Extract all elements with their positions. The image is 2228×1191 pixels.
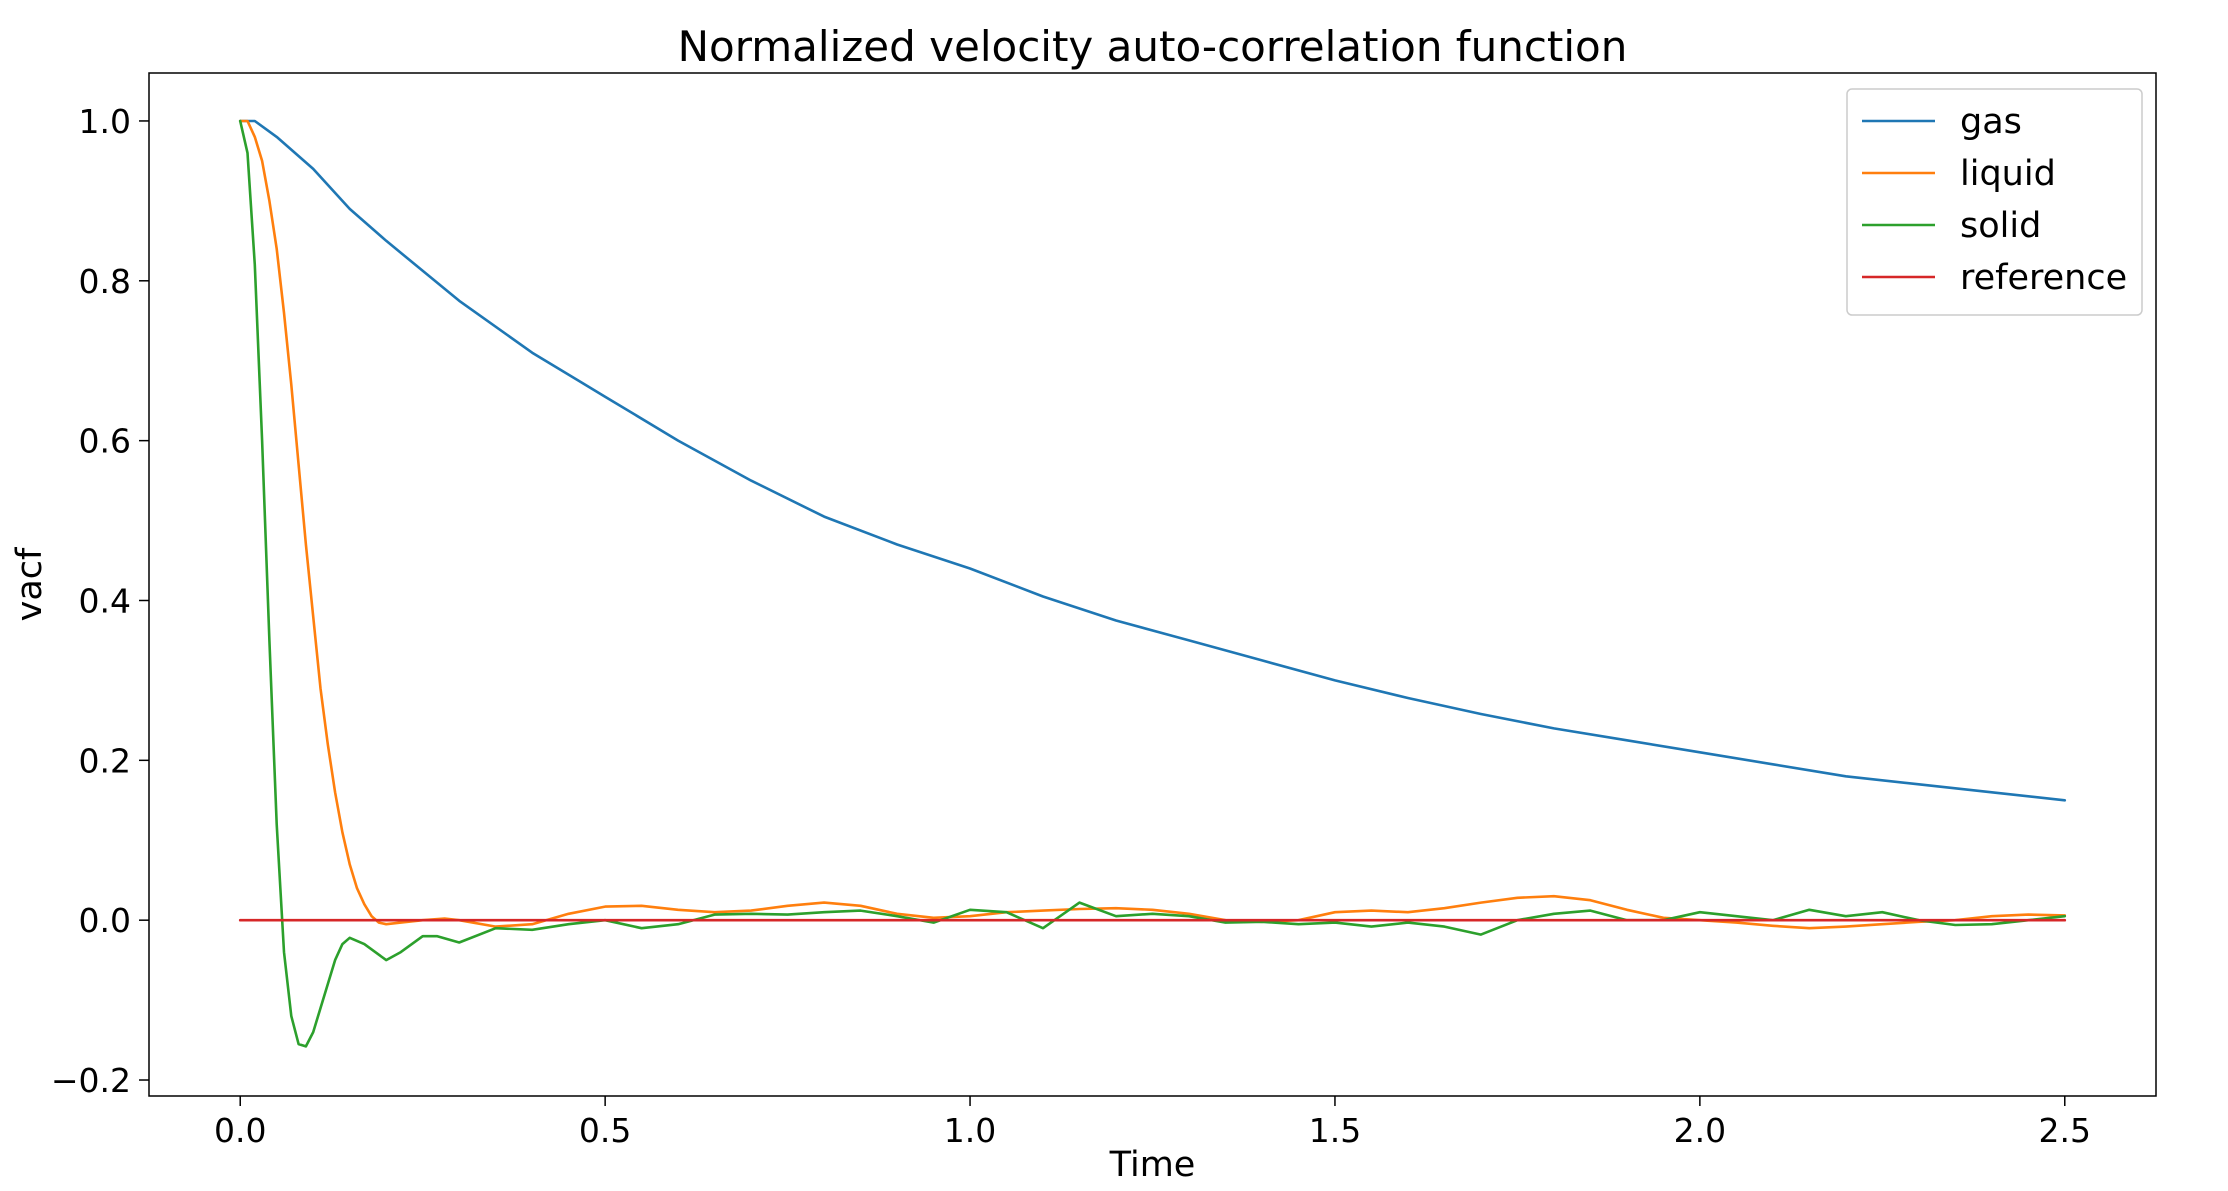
x-axis-label: Time (1109, 1145, 1196, 1185)
y-tick-label: 0.6 (79, 422, 131, 461)
y-tick-label: 0.4 (79, 581, 131, 620)
legend-label-liquid: liquid (1960, 154, 2056, 194)
series-layer (238, 119, 2067, 1048)
plot-frame (148, 72, 2157, 1097)
x-tick-label: 0.0 (214, 1111, 266, 1150)
series-line-gas (238, 119, 2067, 802)
x-tick-label: 1.5 (1309, 1111, 1361, 1150)
chart-title: Normalized velocity auto-correlation fun… (678, 22, 1628, 71)
legend-label-solid: solid (1960, 206, 2041, 246)
y-tick-label: 0.2 (79, 741, 131, 780)
y-axis: −0.2 0.0 0.2 0.4 0.6 0.8 1.0 (51, 102, 149, 1100)
y-tick-label: 0.8 (79, 262, 131, 301)
y-tick-label: 0.0 (79, 901, 131, 940)
x-tick-label: 0.5 (579, 1111, 631, 1150)
series-line-solid (238, 119, 2067, 1048)
legend-label-gas: gas (1960, 102, 2022, 142)
series-line-liquid (238, 119, 2067, 930)
y-tick-label: −0.2 (51, 1061, 131, 1100)
x-tick-label: 1.0 (944, 1111, 996, 1150)
x-tick-label: 2.0 (1674, 1111, 1726, 1150)
y-axis-label: vacf (10, 547, 50, 621)
legend: gas liquid solid reference (1846, 88, 2143, 316)
y-tick-label: 1.0 (79, 102, 131, 141)
x-axis: 0.0 0.5 1.0 1.5 2.0 2.5 (214, 1096, 2091, 1150)
legend-label-reference: reference (1960, 258, 2127, 298)
legend-box (1846, 88, 2143, 316)
x-tick-label: 2.5 (2039, 1111, 2091, 1150)
